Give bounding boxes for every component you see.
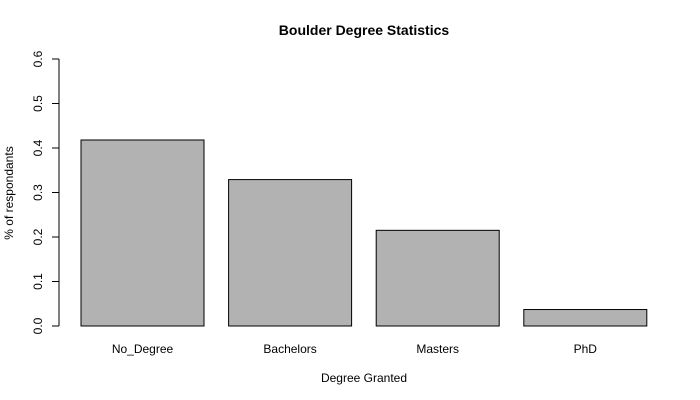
x-tick-label: Bachelors xyxy=(263,342,316,356)
y-tick-label: 0.0 xyxy=(31,317,45,334)
y-tick-label: 0.3 xyxy=(31,184,45,201)
chart-title: Boulder Degree Statistics xyxy=(279,22,450,38)
x-tick-label: PhD xyxy=(574,342,598,356)
x-axis-label: Degree Granted xyxy=(321,371,407,385)
bar xyxy=(523,309,648,327)
bar xyxy=(228,179,353,327)
y-tick-label: 0.4 xyxy=(31,139,45,156)
y-tick-label: 0.6 xyxy=(31,50,45,67)
y-axis-label: % of respondants xyxy=(2,146,16,239)
bars xyxy=(80,139,648,327)
x-tick-label: Masters xyxy=(416,342,459,356)
y-axis: 0.0 0.1 0.2 0.3 0.4 0.5 0.6 xyxy=(31,50,60,334)
y-tick-label: 0.1 xyxy=(31,273,45,290)
bar xyxy=(375,229,500,327)
x-tick-labels: No_Degree Bachelors Masters PhD xyxy=(112,342,597,356)
y-tick-label: 0.2 xyxy=(31,228,45,245)
bar xyxy=(80,139,205,327)
y-tick-label: 0.5 xyxy=(31,95,45,112)
x-tick-label: No_Degree xyxy=(112,342,174,356)
